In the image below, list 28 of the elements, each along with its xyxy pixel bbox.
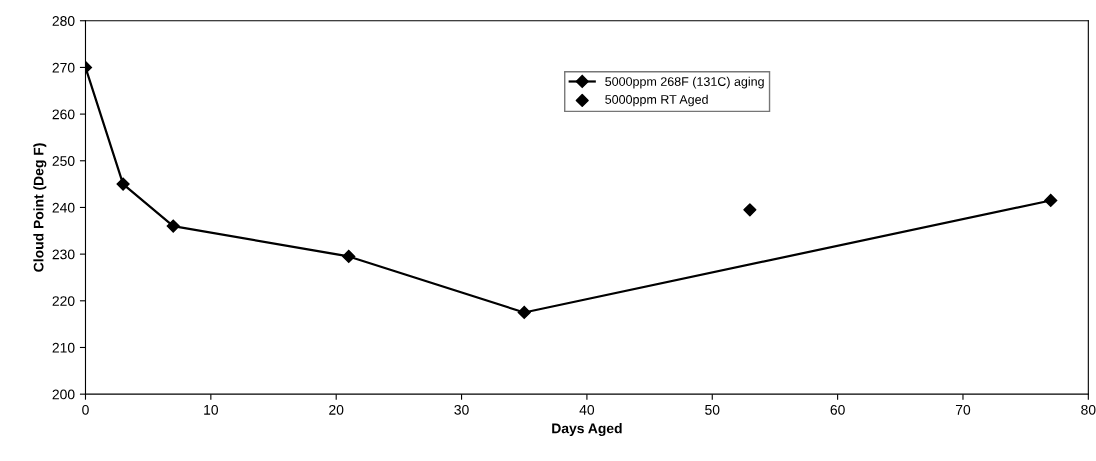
legend-label: 5000ppm 268F (131C) aging: [605, 76, 764, 89]
x-tick-label: 50: [705, 404, 720, 415]
y-tick-label: 220: [52, 296, 75, 306]
y-tick-label: 250: [52, 156, 75, 166]
x-axis-title: Days Aged: [552, 423, 622, 437]
y-tick-label: 240: [52, 202, 75, 213]
point: [166, 219, 180, 233]
x-tick-label: 70: [955, 404, 971, 415]
y-tick-label: 210: [52, 342, 75, 353]
y-tick-label: 270: [52, 62, 75, 73]
y-axis-title: Cloud Point (Deg F): [33, 143, 47, 272]
y-tick-label: 260: [52, 109, 75, 120]
point: [517, 305, 531, 320]
x-tick-label: 30: [454, 404, 469, 415]
x-tick-label: 0: [82, 404, 89, 415]
point: [1044, 193, 1058, 208]
x-tick-label: 20: [329, 404, 344, 415]
x-tick-label: 60: [830, 404, 845, 415]
y-tick-label: 230: [52, 249, 75, 260]
x-tick-label: 80: [1081, 404, 1096, 415]
legend-label: 5000ppm RT Aged: [605, 94, 708, 107]
y-tick-label: 280: [52, 16, 75, 26]
x-tick-label: 40: [579, 404, 595, 415]
point: [342, 249, 356, 264]
x-tick-label: 10: [204, 404, 219, 415]
point: [743, 203, 757, 217]
point: [116, 177, 130, 191]
y-tick-label: 200: [52, 389, 75, 400]
